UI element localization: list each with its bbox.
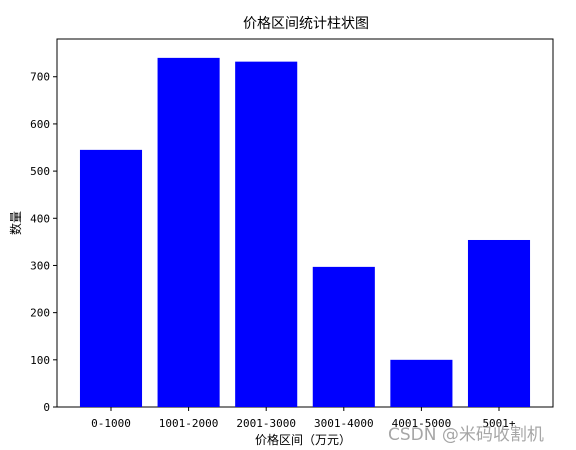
y-tick-label: 500 bbox=[30, 165, 50, 178]
bar-5001+ bbox=[467, 239, 531, 407]
bar-4001-5000 bbox=[390, 359, 453, 407]
y-tick-label: 400 bbox=[30, 212, 50, 225]
x-tick-label: 4001-5000 bbox=[392, 417, 452, 430]
x-tick-label: 0-1000 bbox=[91, 417, 131, 430]
bar-2001-3000 bbox=[235, 61, 298, 408]
x-axis-label: 价格区间（万元） bbox=[255, 432, 351, 447]
bar-0-1000 bbox=[79, 149, 143, 407]
plot-area bbox=[56, 38, 554, 408]
y-tick-label: 700 bbox=[30, 71, 50, 84]
y-tick-label: 200 bbox=[30, 307, 50, 320]
chart-title: 价格区间统计柱状图 bbox=[243, 16, 369, 32]
x-tick-label: 1001-2000 bbox=[159, 417, 219, 430]
x-tick-label: 3001-4000 bbox=[314, 417, 374, 430]
y-tick-label: 0 bbox=[43, 401, 50, 414]
x-tick-label: 5001+ bbox=[482, 417, 515, 430]
x-ticks-group: 0-1000 1001-2000 2001-3000 3001-4000 4001-50… bbox=[91, 407, 516, 430]
x-tick-label: 2001-3000 bbox=[236, 417, 296, 430]
y-tick-label: 600 bbox=[30, 118, 50, 131]
y-tick-label: 300 bbox=[30, 259, 50, 272]
bar-3001-4000 bbox=[312, 266, 375, 407]
bar-1001-2000 bbox=[157, 57, 220, 407]
y-axis-label: 数量 bbox=[8, 211, 23, 235]
y-tick-label: 100 bbox=[30, 354, 50, 367]
watermark: CSDN @米码收割机 bbox=[388, 425, 544, 445]
y-ticks-group: 0 100 200 300 400 500 600 700 bbox=[30, 71, 57, 414]
bars-group bbox=[79, 57, 531, 408]
